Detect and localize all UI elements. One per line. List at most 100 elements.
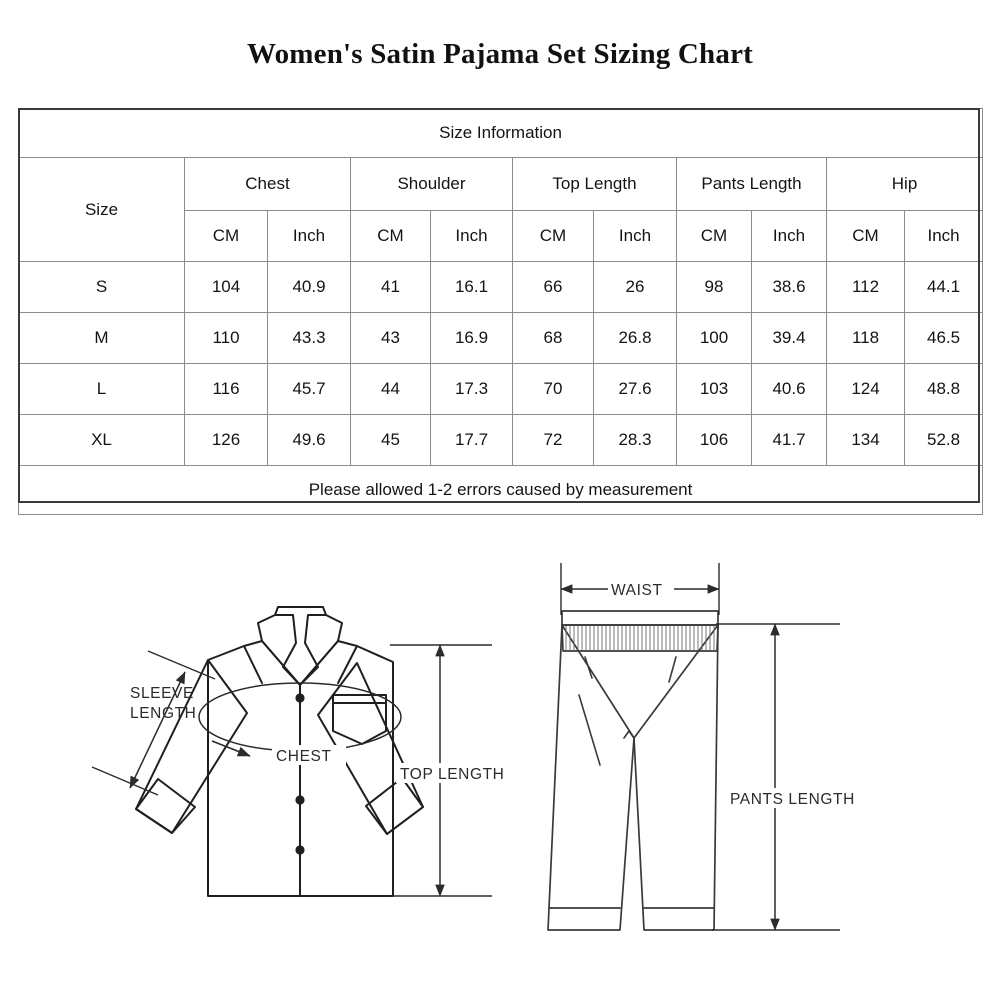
diagrams-svg: CHEST SLEEVE LENGTH TOP LENGTH [91, 563, 855, 931]
pants-crotch-notch [623, 730, 635, 739]
cell-hip-inch: 44.1 [903, 261, 984, 313]
cell-shoulder-inch: 17.3 [430, 363, 513, 415]
cell-chest-inch: 49.6 [267, 414, 351, 466]
cell-hip-cm: 112 [826, 261, 905, 313]
unit-header-top-length-cm: CM [512, 210, 594, 262]
sleeve-ext-line-bottom [91, 766, 159, 796]
table-group-header-row: Size Chest Shoulder Top Length Pants Len… [18, 157, 984, 262]
waist-label: WAIST [611, 582, 663, 599]
pants-right-leg [633, 624, 719, 931]
sleeve-dimension-arrow [129, 671, 186, 789]
cell-pants-length-cm: 106 [676, 414, 752, 466]
cell-hip-cm: 124 [826, 363, 905, 415]
cell-shoulder-cm: 44 [350, 363, 431, 415]
shirt-right-shoulder-seam [337, 645, 358, 684]
shirt-collar-band [274, 606, 327, 616]
unit-header-top-length-inch: Inch [593, 210, 677, 262]
chest-measure-arrow [211, 740, 251, 757]
group-header-top-length: Top Length [512, 157, 677, 211]
cell-chest-inch: 43.3 [267, 312, 351, 364]
chest-label: CHEST [276, 748, 332, 765]
chest-label-backdrop [272, 745, 346, 765]
shirt-right-lapel [299, 614, 343, 686]
cell-hip-inch: 52.8 [903, 414, 984, 466]
cell-chest-inch: 40.9 [267, 261, 351, 313]
cell-hip-cm: 134 [826, 414, 905, 466]
table-unit-header-row: CM Inch CM Inch CM Inch CM Inch CM Inch [19, 210, 984, 262]
cell-hip-inch: 46.5 [903, 312, 984, 364]
cell-chest-cm: 110 [184, 312, 268, 364]
group-header-chest: Chest [184, 157, 351, 211]
cell-pants-length-cm: 98 [676, 261, 752, 313]
unit-header-hip-cm: CM [826, 210, 905, 262]
pants-waistband-hatching [565, 626, 715, 650]
group-header-pants-length: Pants Length [676, 157, 827, 211]
table-row: M 110 43.3 43 16.9 68 26.8 100 39.4 118 … [18, 312, 984, 364]
pants-diagram [547, 610, 719, 931]
pants-drawstring-left [584, 656, 593, 679]
banner-cell: Size Information [17, 108, 984, 158]
unit-header-pants-length-inch: Inch [751, 210, 827, 262]
table-banner-row: Size Information [17, 108, 984, 158]
unit-header-shoulder-cm: CM [350, 210, 431, 262]
cell-shoulder-cm: 41 [350, 261, 431, 313]
size-information-table: Size Information Size Chest Shoulder Top… [17, 108, 984, 515]
table-row: XL 126 49.6 45 17.7 72 28.3 106 41.7 134… [18, 414, 984, 466]
cell-top-length-cm: 66 [512, 261, 594, 313]
shirt-left-lapel [257, 614, 301, 686]
top-length-label-backdrop [396, 763, 492, 783]
cell-top-length-cm: 70 [512, 363, 594, 415]
pants-length-dimension [712, 623, 840, 931]
unit-header-pants-length-cm: CM [676, 210, 752, 262]
waist-label-backdrop [608, 579, 674, 599]
measurement-diagrams: CHEST SLEEVE LENGTH TOP LENGTH [0, 545, 1000, 1000]
row-size-label: L [18, 363, 185, 415]
sleeve-length-label-line1: SLEEVE [130, 685, 194, 702]
cell-top-length-inch: 27.6 [593, 363, 677, 415]
shirt-button [295, 693, 305, 703]
pants-pocket-seam [578, 694, 601, 766]
unit-header-shoulder-inch: Inch [430, 210, 513, 262]
size-header-cell: Size [18, 157, 185, 262]
shirt-diagram [135, 606, 424, 897]
table-row: L 116 45.7 44 17.3 70 27.6 103 40.6 124 … [18, 363, 984, 415]
cell-top-length-cm: 68 [512, 312, 594, 364]
row-size-label: M [18, 312, 185, 364]
cell-top-length-inch: 26 [593, 261, 677, 313]
cell-shoulder-cm: 43 [350, 312, 431, 364]
pants-left-leg [547, 624, 635, 931]
shirt-left-shoulder-seam [243, 645, 263, 684]
cell-chest-cm: 116 [184, 363, 268, 415]
table-note-row: Please allowed 1-2 errors caused by meas… [17, 465, 984, 515]
page-title: Women's Satin Pajama Set Sizing Chart [246, 38, 754, 70]
sleeve-length-dimension [91, 650, 216, 796]
cell-shoulder-inch: 16.9 [430, 312, 513, 364]
cell-hip-cm: 118 [826, 312, 905, 364]
top-length-label: TOP LENGTH [400, 766, 504, 783]
group-header-hip: Hip [825, 157, 984, 211]
pants-drawstring-right [668, 656, 677, 683]
cell-shoulder-inch: 16.1 [430, 261, 513, 313]
cell-pants-length-cm: 100 [676, 312, 752, 364]
row-size-label: XL [18, 414, 185, 466]
sleeve-length-label-line2: LENGTH [130, 705, 196, 722]
table-row: S 104 40.9 41 16.1 66 26 98 38.6 112 44.… [18, 261, 984, 313]
cell-shoulder-cm: 45 [350, 414, 431, 466]
unit-header-chest-inch: Inch [267, 210, 351, 262]
cell-pants-length-inch: 38.6 [751, 261, 827, 313]
cell-top-length-inch: 28.3 [593, 414, 677, 466]
shirt-button [295, 795, 305, 805]
cell-chest-inch: 45.7 [267, 363, 351, 415]
sleeve-ext-line-top [147, 650, 216, 680]
shirt-right-cuff [365, 777, 424, 835]
pants-length-label: PANTS LENGTH [730, 791, 855, 808]
measurement-note: Please allowed 1-2 errors caused by meas… [17, 465, 984, 515]
unit-header-chest-cm: CM [184, 210, 268, 262]
cell-pants-length-inch: 40.6 [751, 363, 827, 415]
cell-top-length-cm: 72 [512, 414, 594, 466]
cell-chest-cm: 126 [184, 414, 268, 466]
pants-waistband [561, 624, 719, 652]
cell-pants-length-inch: 41.7 [751, 414, 827, 466]
cell-pants-length-cm: 103 [676, 363, 752, 415]
cell-pants-length-inch: 39.4 [751, 312, 827, 364]
